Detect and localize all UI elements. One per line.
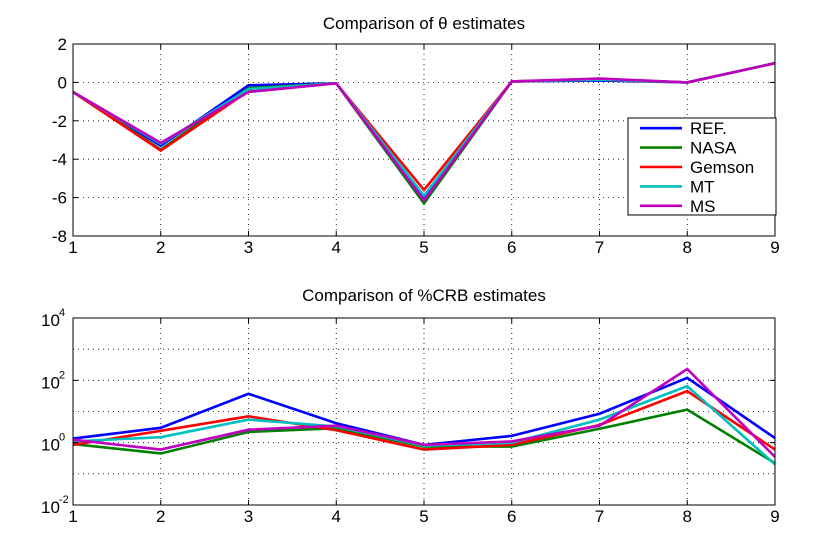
theta-xtick-label: 9 [770,238,779,257]
theta-xtick-label: 7 [595,238,604,257]
crb-xtick-label: 4 [332,507,341,526]
crb-ytick-exponent: 4 [59,307,65,319]
theta-xtick-label: 1 [68,238,77,257]
theta-xtick-label: 5 [419,238,428,257]
theta-ytick-label: -4 [52,150,67,169]
theta-ytick-label: 2 [58,35,67,54]
crb-xtick-label: 9 [770,507,779,526]
crb-ytick-exponent: -2 [59,494,69,506]
theta-plot: Comparison of θ estimates 1 2 3 4 5 6 7 8 9 2 0 -2 -4… [52,14,780,257]
crb-ytick-exponent: 2 [59,369,65,381]
theta-xtick-label: 8 [683,238,692,257]
theta-xtick-label: 2 [156,238,165,257]
crb-ytick-label: 10 [41,373,60,392]
crb-series-ms [72,367,776,458]
crb-xtick-label: 7 [595,507,604,526]
theta-ytick-label: 0 [58,73,67,92]
crb-ytick-label: 10 [41,498,60,517]
crb-chart-title: Comparison of %CRB estimates [302,286,546,305]
crb-xtick-label: 6 [507,507,516,526]
crb-xtick-label: 3 [244,507,253,526]
legend-label-nasa: NASA [690,139,737,158]
crb-xtick-label: 8 [683,507,692,526]
theta-xtick-label: 4 [332,238,341,257]
legend-label-ms: MS [690,197,716,216]
theta-ytick-label: -8 [52,227,67,246]
crb-xtick-label: 2 [156,507,165,526]
legend-label-gemson: Gemson [690,158,754,177]
legend-label-mt: MT [690,177,715,196]
crb-ytick-label: 10 [41,436,60,455]
theta-chart-title: Comparison of θ estimates [323,14,525,33]
theta-xtick-label: 3 [244,238,253,257]
theta-series-ms [72,61,776,203]
legend-label-ref: REF. [690,119,727,138]
theta-ytick-label: -6 [52,189,67,208]
theta-xtick-label: 6 [507,238,516,257]
crb-ytick-exponent: 0 [59,432,65,444]
crb-xtick-label: 5 [419,507,428,526]
theta-ytick-label: -2 [52,112,67,131]
crb-ytick-label: 10 [41,311,60,330]
crb-xtick-label: 1 [68,507,77,526]
crb-series-gemson [72,389,776,451]
